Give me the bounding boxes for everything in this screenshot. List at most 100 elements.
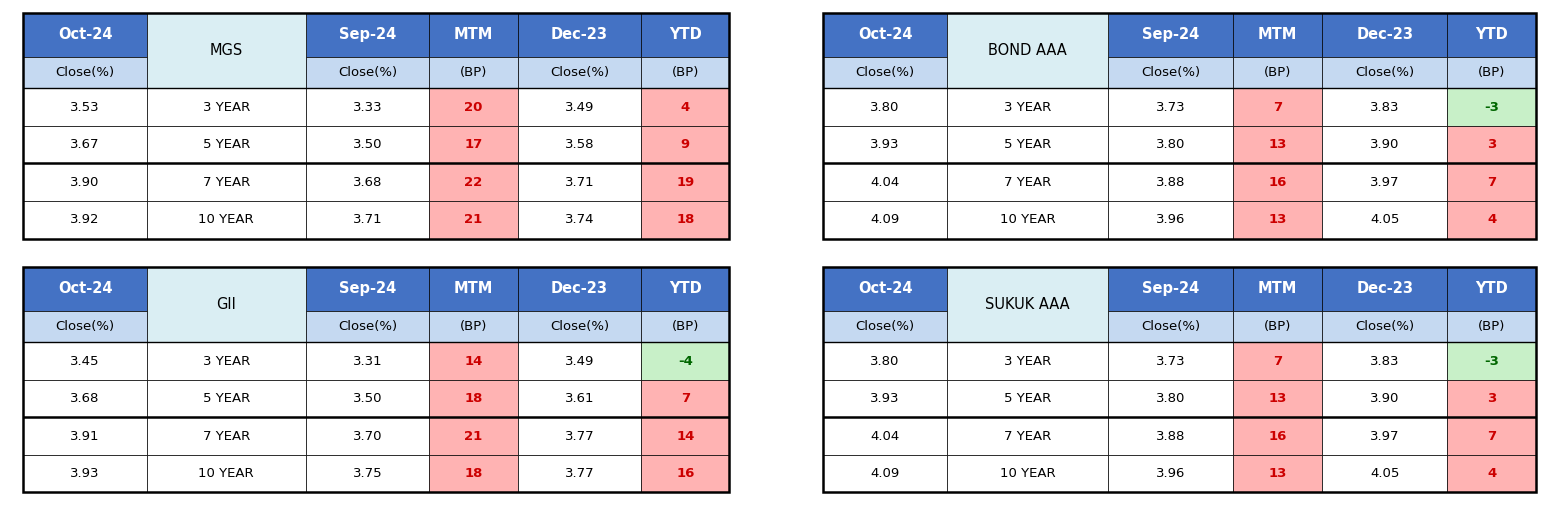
Text: Oct-24: Oct-24 [57,27,112,43]
Text: YTD: YTD [669,281,702,297]
Text: 3.90: 3.90 [70,176,99,189]
Text: 7: 7 [1273,101,1282,114]
Text: 9: 9 [681,138,691,151]
Text: 3.96: 3.96 [1156,213,1186,226]
Text: 4.04: 4.04 [871,176,900,189]
Text: SUKUK AAA: SUKUK AAA [986,297,1071,312]
Text: 3.70: 3.70 [352,430,382,443]
Text: 16: 16 [1268,176,1287,189]
Text: YTD: YTD [669,27,702,43]
Text: (BP): (BP) [1263,66,1291,79]
Text: MTM: MTM [453,281,494,297]
Text: Dec-23: Dec-23 [551,27,608,43]
Text: MGS: MGS [210,43,244,58]
Text: 3.68: 3.68 [352,176,382,189]
Text: 3 YEAR: 3 YEAR [203,354,250,368]
Text: Close(%): Close(%) [338,320,397,333]
Text: Close(%): Close(%) [56,66,115,79]
Text: 3.71: 3.71 [352,213,382,226]
Text: 10 YEAR: 10 YEAR [999,467,1055,480]
Text: 4.09: 4.09 [871,467,900,480]
Text: 13: 13 [1268,213,1287,226]
Text: 3.71: 3.71 [565,176,594,189]
Text: 3.77: 3.77 [565,467,594,480]
Text: -3: -3 [1484,101,1499,114]
Text: 21: 21 [464,213,483,226]
Text: 22: 22 [464,176,483,189]
Text: 3: 3 [1487,392,1496,405]
Text: -4: -4 [678,354,692,368]
Text: Dec-23: Dec-23 [1356,27,1414,43]
Text: 5 YEAR: 5 YEAR [203,392,250,405]
Text: 7: 7 [681,392,691,405]
Text: Sep-24: Sep-24 [1142,27,1200,43]
Text: 3.33: 3.33 [352,101,382,114]
Text: 3.96: 3.96 [1156,467,1186,480]
Text: 13: 13 [1268,138,1287,151]
Text: 3.93: 3.93 [871,392,900,405]
Text: 3.93: 3.93 [70,467,99,480]
Text: Oct-24: Oct-24 [858,27,913,43]
Text: 3.68: 3.68 [70,392,99,405]
Text: 3: 3 [1487,138,1496,151]
Text: 18: 18 [464,392,483,405]
Text: 3.75: 3.75 [352,467,382,480]
Text: 7 YEAR: 7 YEAR [203,176,250,189]
Text: 7: 7 [1487,430,1496,443]
Text: Close(%): Close(%) [855,66,914,79]
Text: 3.88: 3.88 [1156,176,1186,189]
Text: 3.80: 3.80 [1156,392,1186,405]
Text: 3.45: 3.45 [70,354,99,368]
Text: MTM: MTM [1259,281,1297,297]
Text: 3.50: 3.50 [352,392,382,405]
Text: 16: 16 [677,467,694,480]
Text: MTM: MTM [453,27,494,43]
Text: 3.53: 3.53 [70,101,99,114]
Text: 14: 14 [464,354,483,368]
Text: (BP): (BP) [1263,320,1291,333]
Text: YTD: YTD [1476,27,1509,43]
Text: 7 YEAR: 7 YEAR [1004,176,1051,189]
Text: Oct-24: Oct-24 [57,281,112,297]
Text: 4.05: 4.05 [1370,213,1400,226]
Text: 4: 4 [1487,213,1496,226]
Text: 7 YEAR: 7 YEAR [203,430,250,443]
Text: 3.74: 3.74 [565,213,594,226]
Text: Close(%): Close(%) [56,320,115,333]
Text: 4: 4 [1487,467,1496,480]
Text: Close(%): Close(%) [549,66,608,79]
Text: Dec-23: Dec-23 [1356,281,1414,297]
Text: 13: 13 [1268,392,1287,405]
Text: YTD: YTD [1476,281,1509,297]
Text: 13: 13 [1268,467,1287,480]
Text: -3: -3 [1484,354,1499,368]
Text: Sep-24: Sep-24 [338,27,396,43]
Text: 3.50: 3.50 [352,138,382,151]
Text: 3.49: 3.49 [565,354,594,368]
Text: Close(%): Close(%) [1141,320,1200,333]
Text: 5 YEAR: 5 YEAR [203,138,250,151]
Text: 3.83: 3.83 [1370,354,1400,368]
Text: 14: 14 [677,430,694,443]
Text: 3.93: 3.93 [871,138,900,151]
Text: 4.09: 4.09 [871,213,900,226]
Text: GII: GII [216,297,236,312]
Text: 3.83: 3.83 [1370,101,1400,114]
Text: 20: 20 [464,101,483,114]
Text: 3.31: 3.31 [352,354,382,368]
Text: 16: 16 [1268,430,1287,443]
Text: (BP): (BP) [459,66,487,79]
Text: MTM: MTM [1259,27,1297,43]
Text: 3 YEAR: 3 YEAR [1004,354,1051,368]
Text: 3.91: 3.91 [70,430,99,443]
Text: 10 YEAR: 10 YEAR [199,213,255,226]
Text: 3 YEAR: 3 YEAR [1004,101,1051,114]
Text: Close(%): Close(%) [338,66,397,79]
Text: 3.97: 3.97 [1370,430,1400,443]
Text: 7 YEAR: 7 YEAR [1004,430,1051,443]
Text: 17: 17 [464,138,483,151]
Text: Close(%): Close(%) [549,320,608,333]
Text: (BP): (BP) [1478,320,1505,333]
Text: 18: 18 [464,467,483,480]
Text: (BP): (BP) [459,320,487,333]
